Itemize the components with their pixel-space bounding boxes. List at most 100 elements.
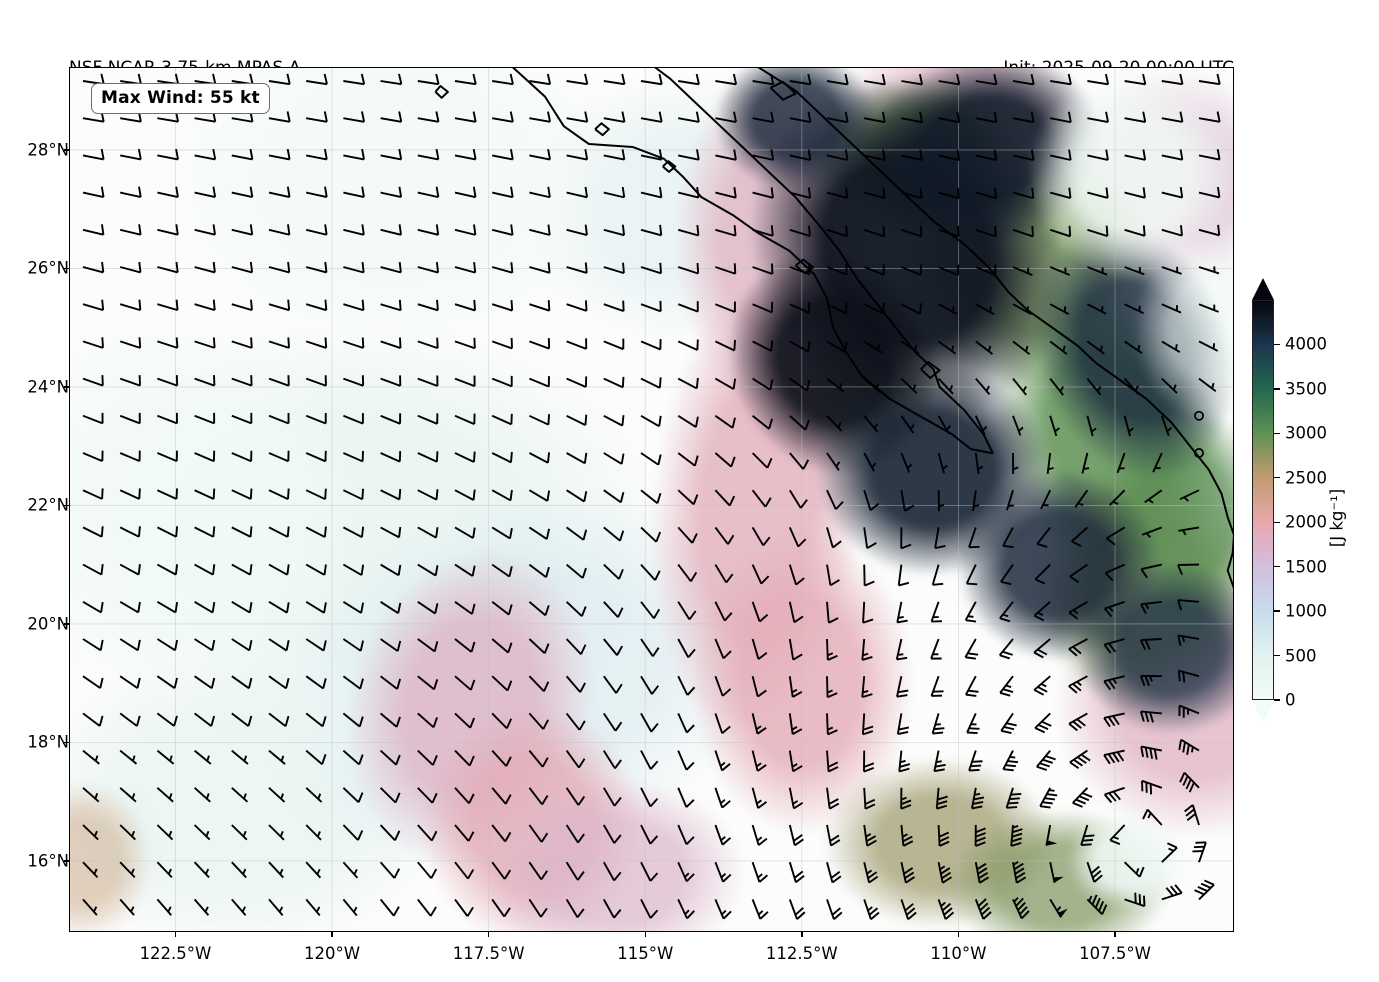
barb-full — [544, 605, 550, 616]
barb-shaft — [1049, 154, 1071, 161]
barb-shaft — [194, 638, 213, 652]
barb-full — [1101, 904, 1108, 915]
barb-full — [621, 376, 625, 388]
barb-full — [1179, 149, 1184, 160]
barb-full — [863, 762, 875, 768]
barb-shaft — [268, 80, 290, 86]
barb-full — [1104, 73, 1110, 85]
wind-barb — [751, 452, 773, 469]
barb-shaft — [528, 712, 545, 730]
wind-barb — [119, 450, 141, 463]
wind-barb — [231, 261, 254, 274]
barb-full — [175, 261, 179, 273]
barb-shaft — [82, 600, 102, 614]
barb-shaft — [1074, 489, 1089, 508]
wind-barb — [603, 563, 624, 580]
barb-full — [249, 526, 253, 537]
wind-barb — [788, 638, 803, 661]
barb-full — [897, 619, 908, 624]
barb-half — [1059, 386, 1064, 392]
barb-shaft — [454, 898, 469, 917]
wind-barb — [1002, 750, 1019, 772]
wind-barb — [565, 787, 586, 806]
wind-barb — [640, 414, 662, 428]
barb-shaft — [714, 601, 726, 622]
wind-barb — [343, 224, 365, 236]
barb-full — [1185, 808, 1195, 817]
barb-full — [1139, 675, 1146, 686]
wind-barb — [454, 712, 476, 729]
barb-shaft — [975, 80, 997, 86]
barb-shaft — [1124, 191, 1146, 199]
wind-barb — [566, 452, 588, 465]
barb-shaft — [1072, 787, 1089, 804]
wind-barb — [1161, 266, 1182, 275]
barb-full — [944, 911, 955, 920]
barb-full — [435, 527, 439, 538]
wind-barb — [454, 299, 477, 312]
barb-full — [435, 148, 440, 160]
barb-shaft — [342, 712, 361, 728]
barb-shaft — [231, 154, 253, 161]
barb-half — [1182, 529, 1187, 536]
barb-shaft — [1104, 600, 1125, 610]
wind-barb — [938, 303, 958, 315]
barb-full — [937, 795, 948, 801]
barb-shaft — [379, 787, 397, 804]
barb-shaft — [417, 824, 433, 842]
barb-shaft — [1178, 526, 1200, 532]
wind-barb — [305, 563, 327, 576]
barb-full — [324, 299, 328, 311]
barb-shaft — [1086, 303, 1107, 315]
barb-full — [649, 835, 659, 845]
barb-shaft — [120, 117, 142, 123]
barb-full — [136, 715, 141, 727]
wind-barb — [1140, 600, 1162, 615]
barb-full — [696, 262, 700, 274]
barb-shaft — [306, 80, 328, 86]
barb-shaft — [677, 713, 688, 733]
barb-full — [690, 571, 698, 582]
barb-half — [1040, 683, 1047, 688]
barb-shaft — [1144, 489, 1163, 504]
barb-shaft — [862, 601, 866, 623]
wind-barb — [603, 73, 626, 86]
wind-barb — [896, 713, 910, 736]
x-axis-label: 122.5°W — [139, 944, 212, 963]
map-plot-area: Max Wind: 55 kt — [69, 67, 1234, 932]
y-tick-mark — [64, 741, 69, 744]
barb-full — [900, 799, 912, 806]
barb-full — [865, 803, 876, 810]
barb-shaft — [640, 601, 655, 619]
barb-full — [967, 731, 978, 734]
barb-shaft — [863, 191, 885, 199]
barb-full — [361, 337, 365, 349]
barb-half — [1183, 496, 1189, 502]
wind-barb — [157, 148, 179, 161]
wind-barb — [938, 187, 960, 200]
barb-half — [1054, 427, 1060, 433]
barb-half — [243, 793, 247, 800]
wind-barb — [901, 149, 923, 162]
wind-barb — [789, 340, 811, 353]
barb-shaft — [1087, 228, 1108, 238]
barb-full — [862, 618, 874, 624]
barb-shaft — [1198, 842, 1207, 863]
barb-shaft — [268, 898, 284, 916]
wind-barb — [491, 337, 513, 350]
barb-full — [361, 111, 366, 122]
barb-shaft — [788, 787, 795, 809]
barb-shaft — [305, 638, 325, 652]
barb-full — [882, 187, 886, 199]
wind-barb — [529, 376, 550, 388]
map-gridlines — [69, 67, 1234, 932]
barb-shaft — [1012, 340, 1031, 355]
barb-shaft — [677, 564, 692, 582]
barb-half — [241, 906, 246, 913]
barb-shaft — [863, 154, 885, 161]
barb-full — [658, 186, 663, 198]
wind-barb — [417, 675, 439, 691]
wind-barb — [529, 262, 551, 274]
wind-barb — [566, 414, 588, 426]
wind-barb — [528, 526, 550, 540]
